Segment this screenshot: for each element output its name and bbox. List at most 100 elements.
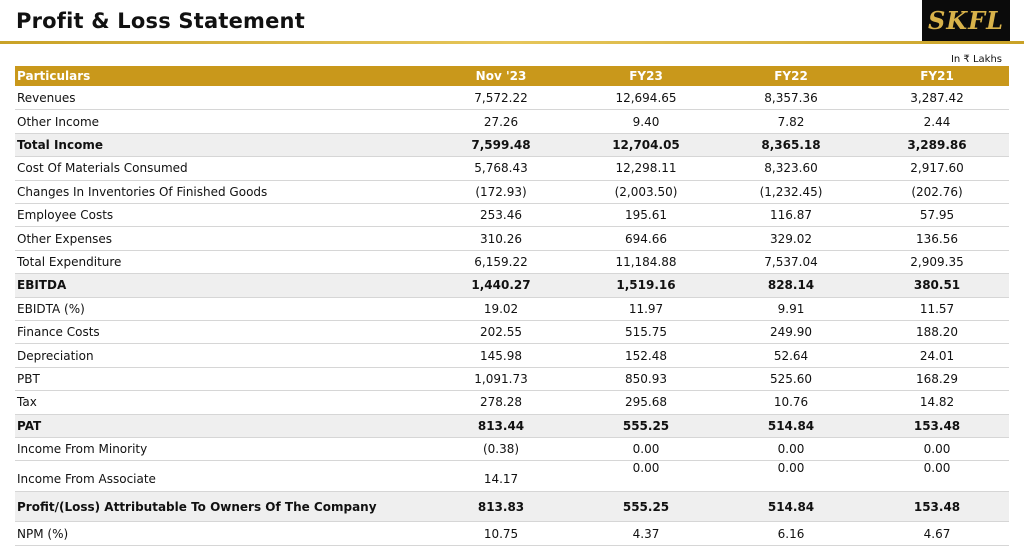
table-row: Total Income 7,599.48 12,704.05 8,365.18 3,2…: [15, 133, 1009, 158]
cell-value: 1,440.27: [471, 278, 531, 293]
cell-value: 249.90: [770, 325, 812, 340]
column-header: FY21: [920, 69, 954, 83]
row-label: Revenues: [17, 91, 76, 106]
column-header: FY23: [629, 69, 663, 83]
cell-value: 168.29: [916, 371, 958, 386]
cell-value: 514.84: [767, 499, 815, 514]
cell-value: 8,357.36: [764, 91, 818, 106]
cell-value: 19.02: [483, 301, 519, 316]
cell-value: 24.01: [919, 348, 955, 363]
cell-value: 850.93: [625, 371, 667, 386]
cell-value: 4.37: [632, 526, 660, 541]
cell-value: 310.26: [480, 231, 522, 246]
row-label: Total Income: [17, 137, 103, 152]
row-label: EBITDA: [17, 278, 67, 293]
cell-value: 12,694.65: [615, 91, 677, 106]
cell-value: 2,909.35: [910, 254, 964, 269]
cell-value: (0.38): [482, 442, 520, 457]
cell-value: 6.16: [777, 526, 805, 541]
cell-value: 4.67: [923, 526, 951, 541]
table-row: Total Expenditure 6,159.22 11,184.88 7,537.…: [15, 251, 1009, 275]
row-label: Changes In Inventories Of Finished Goods: [17, 184, 268, 199]
cell-value: (2,003.50): [614, 184, 678, 199]
cell-value: 202.55: [480, 325, 522, 340]
row-label: Depreciation: [17, 348, 94, 363]
row-label: PBT: [17, 371, 40, 386]
cell-value: 145.98: [480, 348, 522, 363]
row-label: PAT: [17, 418, 42, 433]
cell-value: 7,537.04: [764, 254, 818, 269]
table-row: Other Expenses 310.26 694.66 329.02 136.56: [15, 227, 1009, 251]
column-header: FY22: [774, 69, 808, 83]
cell-value: (1,232.45): [759, 184, 823, 199]
cell-value: 0.00: [777, 461, 805, 476]
table-row: Employee Costs 253.46 195.61 116.87 57.95: [15, 204, 1009, 228]
cell-value: 1,091.73: [474, 371, 528, 386]
table-row: Profit/(Loss) Attributable To Owners Of …: [15, 492, 1009, 523]
cell-value: 0.00: [632, 461, 660, 476]
cell-value: 9.91: [777, 301, 805, 316]
row-label: Other Expenses: [17, 231, 113, 246]
cell-value: 7,572.22: [474, 91, 528, 106]
cell-value: 694.66: [625, 231, 667, 246]
cell-value: 1,519.16: [616, 278, 676, 293]
row-label: Income From Associate: [17, 472, 156, 487]
cell-value: 6,159.22: [474, 254, 528, 269]
cell-value: 195.61: [625, 208, 667, 223]
cell-value: 7,599.48: [471, 137, 531, 152]
header-rule: [0, 41, 1024, 44]
unit-note: In ₹ Lakhs: [950, 54, 1002, 65]
cell-value: 136.56: [916, 231, 958, 246]
cell-value: 329.02: [770, 231, 812, 246]
cell-value: 515.75: [625, 325, 667, 340]
cell-value: (202.76): [911, 184, 963, 199]
cell-value: 0.00: [632, 442, 660, 457]
cell-value: 27.26: [483, 114, 519, 129]
cell-value: 525.60: [770, 371, 812, 386]
cell-value: 12,704.05: [612, 137, 680, 152]
table-row: EBITDA 1,440.27 1,519.16 828.14 380.51: [15, 274, 1009, 298]
cell-value: (172.93): [475, 184, 527, 199]
table-row: Changes In Inventories Of Finished Goods…: [15, 181, 1009, 204]
cell-value: 2.44: [923, 114, 951, 129]
cell-value: 11.97: [628, 301, 664, 316]
cell-value: 2,917.60: [910, 161, 964, 176]
row-label: Other Income: [17, 114, 100, 129]
cell-value: 9.40: [632, 114, 660, 129]
table-row: Depreciation 145.98 152.48 52.64 24.01: [15, 344, 1009, 368]
cell-value: 8,323.60: [764, 161, 818, 176]
cell-value: 7.82: [777, 114, 805, 129]
row-label: Tax: [17, 395, 37, 410]
cell-value: 3,287.42: [910, 91, 964, 106]
table-row: Income From Minority (0.38) 0.00 0.00 0.00: [15, 438, 1009, 462]
cell-value: 12,298.11: [615, 161, 677, 176]
cell-value: 153.48: [913, 499, 961, 514]
cell-value: 514.84: [767, 418, 815, 433]
row-label: NPM (%): [17, 526, 69, 541]
column-header: Particulars: [17, 69, 91, 83]
cell-value: 828.14: [767, 278, 815, 293]
header-row: Particulars Nov '23 FY23 FY22 FY21: [15, 66, 1009, 86]
cell-value: 52.64: [773, 348, 809, 363]
cell-value: 57.95: [919, 208, 955, 223]
cell-value: 188.20: [916, 325, 958, 340]
cell-value: 380.51: [913, 278, 961, 293]
cell-value: 253.46: [480, 208, 522, 223]
cell-value: 14.17: [483, 472, 519, 487]
table-row: EBIDTA (%) 19.02 11.97 9.91 11.57: [15, 298, 1009, 321]
row-label: Profit/(Loss) Attributable To Owners Of …: [17, 499, 377, 514]
table-row: Revenues 7,572.22 12,694.65 8,357.36 3,287.4…: [15, 87, 1009, 111]
table-row: Tax 278.28 295.68 10.76 14.82: [15, 391, 1009, 415]
cell-value: 11,184.88: [615, 254, 677, 269]
cell-value: 813.83: [477, 499, 525, 514]
table-row: NPM (%) 10.75 4.37 6.16 4.67: [15, 522, 1009, 547]
row-label: Employee Costs: [17, 208, 114, 223]
cell-value: 10.76: [773, 395, 809, 410]
cell-value: 0.00: [923, 442, 951, 457]
logo: SKFL: [922, 0, 1010, 41]
cell-value: 278.28: [480, 395, 522, 410]
table-row: PAT 813.44 555.25 514.84 153.48: [15, 414, 1009, 438]
cell-value: 295.68: [625, 395, 667, 410]
cell-value: 813.44: [477, 418, 525, 433]
